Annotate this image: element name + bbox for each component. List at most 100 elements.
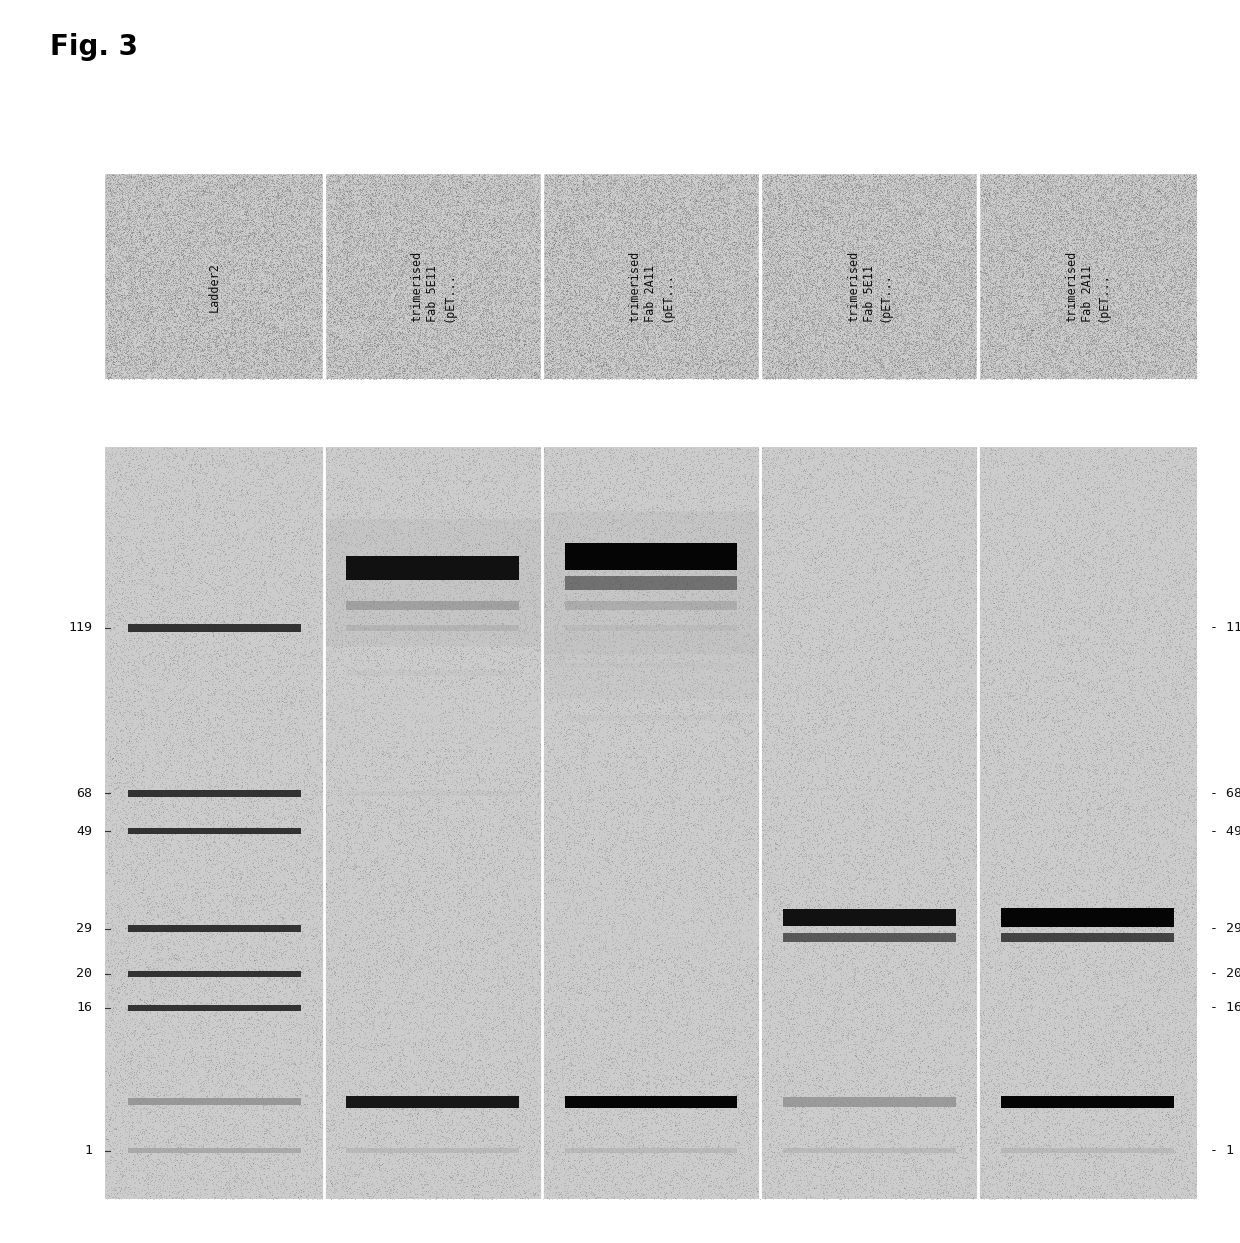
Point [584,270,604,290]
Point [182,329,202,349]
Point [568,1089,588,1109]
Point [366,318,386,338]
Point [1071,935,1091,955]
Point [180,305,200,324]
Point [1132,940,1152,960]
Point [201,761,221,781]
Point [1009,360,1029,380]
Point [174,184,193,204]
Point [889,1170,909,1190]
Point [1153,812,1173,832]
Point [205,491,224,511]
Point [724,878,744,897]
Point [419,247,439,267]
Point [636,626,656,646]
Point [905,336,925,355]
Point [358,276,378,296]
Point [348,721,368,741]
Point [120,1054,140,1074]
Point [1164,363,1184,383]
Point [1090,799,1110,819]
Point [696,273,715,293]
Point [123,649,143,669]
Point [713,336,733,355]
Point [712,334,732,354]
Point [859,679,879,699]
Point [294,297,314,317]
Point [598,310,618,329]
Point [304,1021,324,1040]
Point [222,873,242,892]
Point [517,600,537,620]
Point [326,956,346,976]
Point [668,648,688,667]
Point [481,351,501,370]
Point [125,278,145,298]
Point [472,1114,492,1134]
Point [441,181,461,201]
Point [233,648,253,667]
Point [300,305,320,324]
Point [932,322,952,342]
Point [275,348,295,368]
Point [368,767,388,787]
Point [644,208,663,227]
Point [159,502,179,522]
Point [415,755,435,774]
Point [548,807,568,827]
Point [975,953,994,973]
Point [444,563,464,583]
Point [702,190,722,210]
Point [649,1050,668,1070]
Point [707,246,727,266]
Point [388,257,408,277]
Point [109,1120,129,1140]
Point [522,339,542,359]
Point [749,629,769,649]
Point [714,259,734,278]
Point [944,897,963,917]
Point [446,201,466,221]
Point [291,469,311,488]
Point [683,186,703,206]
Point [295,818,315,838]
Point [365,222,384,242]
Point [672,262,692,282]
Point [828,490,848,510]
Point [678,502,698,522]
Point [1014,188,1034,208]
Point [992,230,1012,250]
Point [334,506,353,526]
Point [1076,224,1096,244]
Point [734,185,754,205]
Point [226,300,246,319]
Point [940,1006,960,1025]
Point [740,235,760,255]
Point [663,582,683,602]
Point [346,302,366,322]
Point [472,246,492,266]
Point [774,196,794,216]
Point [174,241,193,261]
Point [812,341,832,360]
Point [126,310,146,329]
Point [486,798,506,818]
Point [434,1126,454,1146]
Point [206,822,226,842]
Point [171,323,191,343]
Point [651,236,671,256]
Point [675,221,694,241]
Point [883,996,903,1016]
Point [598,203,618,222]
Point [1102,609,1122,629]
Point [1080,1141,1100,1161]
Point [422,623,441,643]
Point [306,272,326,292]
Point [708,1185,728,1204]
Point [898,326,918,346]
Point [873,851,893,871]
Point [317,823,337,843]
Point [868,185,888,205]
Point [1040,268,1060,288]
Point [998,337,1018,357]
